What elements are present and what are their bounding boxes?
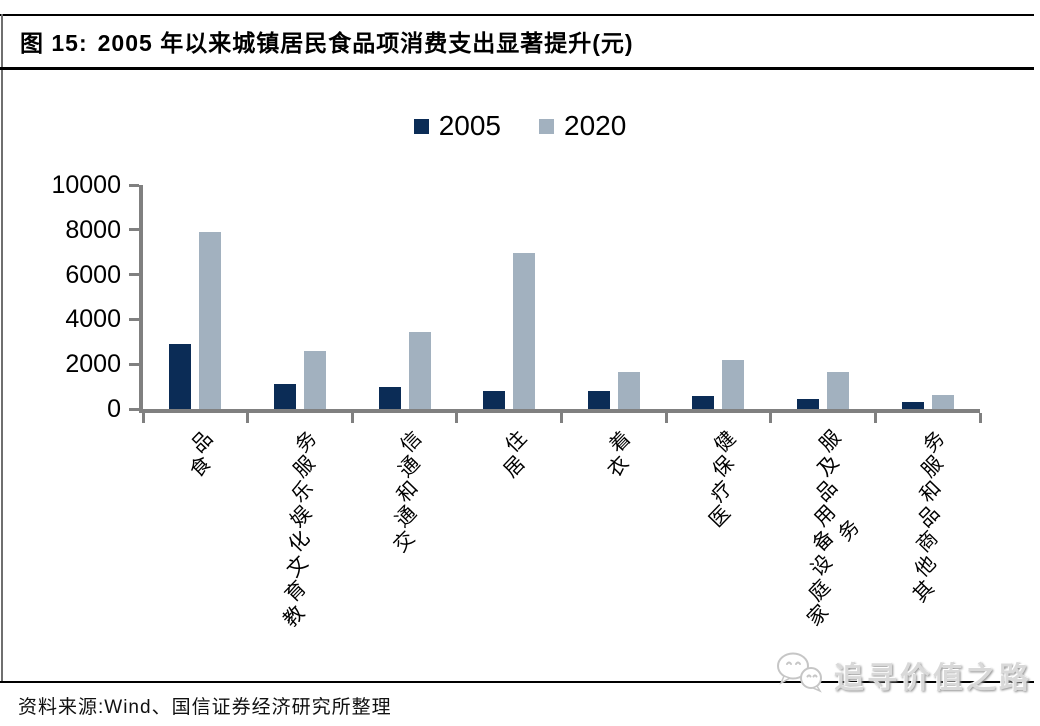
bar-2020-医疗保健 (722, 360, 745, 409)
y-axis-label: 4000 (65, 305, 121, 334)
top-rule (0, 14, 1034, 16)
legend-swatch (539, 118, 554, 134)
bar-2020-家庭设备用品及服务 (827, 372, 850, 409)
bar-2005-衣着 (587, 391, 610, 409)
x-category-label: 居住 (499, 427, 531, 482)
y-axis-label: 2000 (65, 350, 121, 379)
x-category-label: 衣着 (604, 427, 635, 482)
title-divider-rule (0, 67, 1034, 70)
bar-2020-交通和通信 (408, 331, 431, 409)
bar-2020-教育文化娱乐服务 (303, 350, 326, 409)
x-category-label-char: 务 (292, 427, 322, 458)
wechat-bubbles-icon (774, 650, 828, 699)
y-axis-tick (129, 407, 139, 411)
figure-title-text: 2005 年以来城镇居民食品项消费支出显著提升(元) (97, 30, 634, 56)
y-axis-tick (129, 183, 139, 187)
x-category-label-char: 品 (187, 427, 218, 458)
bar-2005-家庭设备用品及服务 (797, 398, 820, 409)
x-axis-tick (664, 413, 668, 423)
x-axis-tick (141, 413, 145, 423)
x-axis-tick (246, 413, 250, 423)
legend-label: 2020 (564, 110, 627, 141)
y-axis-tick (129, 273, 139, 277)
source-note: 资料来源:Wind、国信证券经济研究所整理 (18, 697, 392, 718)
legend-swatch (413, 118, 429, 134)
bar-2020-衣着 (617, 372, 640, 409)
y-axis-line (139, 185, 143, 413)
figure-left-border (1, 14, 3, 683)
x-axis-line (139, 409, 980, 413)
figure-number-label: 图 15: (20, 30, 88, 56)
x-category-labels: 食品 教育文化娱乐服务 交通和通信 居住 衣着 医疗保健 家庭设备用品及服务 其他商品和服务 (143, 426, 980, 688)
x-axis-tick (560, 413, 563, 423)
watermark-text: 追寻价值之路 (834, 661, 1032, 695)
y-axis-label: 6000 (65, 260, 121, 289)
legend-item-2020: 2020 (539, 110, 626, 142)
x-category-label-char: 着 (605, 427, 636, 458)
bar-2005-交通和通信 (378, 386, 401, 409)
x-category-label-char: 服 (815, 426, 845, 457)
bottom-rule (0, 681, 1034, 683)
x-category-label: 医疗保健 (705, 427, 740, 531)
bar-2020-其他商品和服务 (931, 394, 954, 409)
x-axis-tick (350, 413, 354, 423)
x-category-label-char: 信 (396, 427, 427, 458)
x-category-label: 家庭设备用品及服务 (803, 426, 867, 630)
y-axis-label: 0 (107, 395, 121, 423)
x-axis-tick (873, 413, 877, 423)
legend-item-2005: 2005 (413, 110, 501, 142)
bar-2020-居住 (513, 253, 536, 409)
y-axis-label: 10000 (51, 171, 121, 199)
y-axis-tick (129, 317, 139, 321)
x-category-label-char: 务 (919, 427, 950, 458)
x-category-label: 其他商品和服务 (909, 427, 949, 606)
bar-2020-食品 (199, 232, 222, 409)
x-category-label: 教育文化娱乐服务 (280, 427, 322, 631)
x-axis-tick (978, 413, 982, 423)
bar-2005-居住 (483, 390, 506, 409)
figure-title: 图 15: 2005 年以来城镇居民食品项消费支出显著提升(元) (20, 24, 634, 58)
y-axis-tick (129, 362, 139, 366)
x-category-label-char: 住 (501, 427, 531, 458)
watermark: 追寻价值之路 (774, 650, 1032, 699)
y-axis-tick (129, 228, 139, 232)
x-category-label: 食品 (185, 427, 217, 482)
bar-2005-教育文化娱乐服务 (273, 384, 296, 409)
bar-2005-食品 (169, 343, 192, 409)
plot-area: 食品教育文化娱乐服务交通和通信居住衣着医疗保健家庭设备用品及服务其他商品和服务 … (51, 171, 982, 632)
x-category-label-char: 健 (710, 427, 741, 458)
y-axis-label: 8000 (65, 215, 121, 244)
chart-legend: 2005 2020 (0, 110, 1040, 142)
x-axis-tick (769, 413, 773, 423)
x-axis-tick (455, 413, 459, 423)
x-category-label: 交通和通信 (389, 427, 427, 556)
bar-2005-医疗保健 (692, 395, 715, 409)
bar-2005-其他商品和服务 (901, 402, 924, 409)
legend-label: 2005 (438, 110, 501, 141)
